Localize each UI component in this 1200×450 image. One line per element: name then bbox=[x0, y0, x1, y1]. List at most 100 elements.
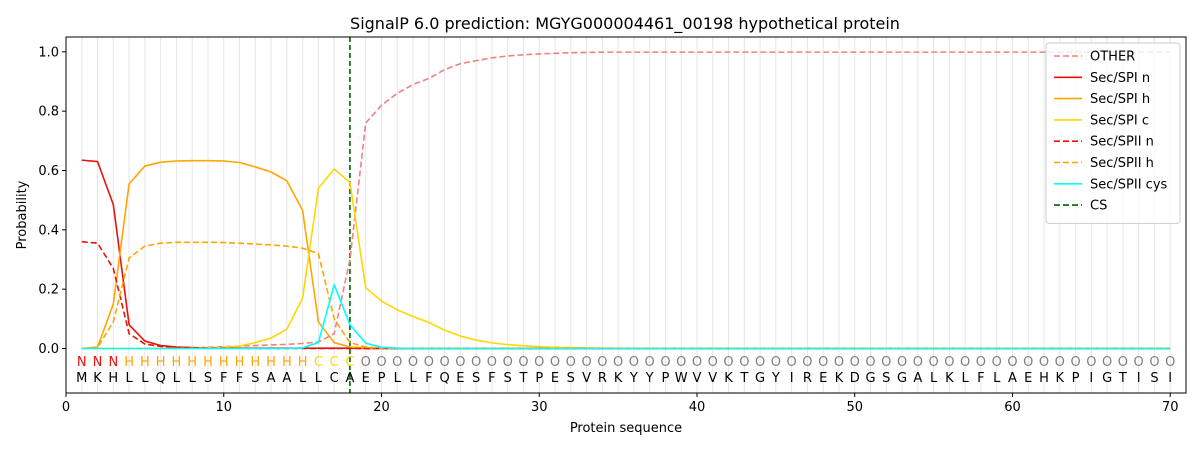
series-line-other bbox=[81, 51, 1171, 350]
residue-label: L bbox=[930, 371, 938, 386]
legend-entry: Sec/SPII cys bbox=[1090, 177, 1168, 192]
residue-label: F bbox=[488, 371, 495, 386]
residue-label: A bbox=[1008, 371, 1017, 386]
residue-label: I bbox=[1168, 371, 1172, 386]
residue-label: L bbox=[141, 371, 149, 386]
residue-label: Q bbox=[156, 371, 166, 386]
region-label: O bbox=[692, 355, 702, 370]
region-label: H bbox=[124, 355, 134, 370]
x-tick-label: 20 bbox=[373, 400, 390, 415]
residue-label: S bbox=[204, 371, 212, 386]
series-line-sec-spi-h bbox=[81, 159, 1171, 350]
residue-label: C bbox=[330, 371, 339, 386]
residue-label: L bbox=[299, 371, 307, 386]
region-label: O bbox=[865, 355, 875, 370]
legend: OTHER Sec/SPI n Sec/SPI h Sec/SPI c Sec/SPII… bbox=[1045, 42, 1181, 224]
region-label: O bbox=[1039, 355, 1049, 370]
region-label: O bbox=[739, 355, 749, 370]
region-label: H bbox=[282, 355, 292, 370]
region-label: O bbox=[928, 355, 938, 370]
region-label: O bbox=[660, 355, 670, 370]
residue-label: E bbox=[1024, 371, 1032, 386]
region-label: H bbox=[298, 355, 308, 370]
region-label: O bbox=[408, 355, 418, 370]
region-label: O bbox=[455, 355, 465, 370]
residue-label: S bbox=[251, 371, 259, 386]
residue-label: S bbox=[1150, 371, 1158, 386]
legend-entry: Sec/SPI n bbox=[1090, 71, 1150, 86]
region-label: O bbox=[1102, 355, 1112, 370]
residue-label: A bbox=[267, 371, 276, 386]
region-label: H bbox=[187, 355, 197, 370]
region-label: O bbox=[850, 355, 860, 370]
region-label: O bbox=[613, 355, 623, 370]
x-tick-label: 60 bbox=[1004, 400, 1021, 415]
region-label: O bbox=[566, 355, 576, 370]
region-label: H bbox=[235, 355, 245, 370]
x-tick-label: 30 bbox=[531, 400, 548, 415]
residue-label: S bbox=[882, 371, 890, 386]
residue-label: K bbox=[724, 371, 733, 386]
sequence-labels: NMNKNHHLHLHQHLHLHSHFHFHSHAHAHLCLCCCAOEOP… bbox=[76, 355, 1175, 386]
region-label: O bbox=[944, 355, 954, 370]
legend-entry: Sec/SPII n bbox=[1090, 135, 1154, 150]
residue-label: K bbox=[835, 371, 844, 386]
residue-label: T bbox=[518, 371, 527, 386]
region-label: O bbox=[629, 355, 639, 370]
residue-label: T bbox=[739, 371, 748, 386]
region-label: H bbox=[140, 355, 150, 370]
residue-label: A bbox=[345, 371, 354, 386]
residue-label: K bbox=[1056, 371, 1065, 386]
series-line-sec-spii-h bbox=[81, 241, 1171, 350]
legend-entry: Sec/SPI c bbox=[1090, 113, 1149, 128]
x-axis-label: Protein sequence bbox=[570, 421, 682, 436]
residue-label: V bbox=[708, 371, 717, 386]
region-label: O bbox=[897, 355, 907, 370]
residue-label: I bbox=[1089, 371, 1093, 386]
series-line-sec-spii-cys bbox=[81, 283, 1171, 350]
vertical-gridlines bbox=[81, 37, 1171, 393]
legend-entry: OTHER bbox=[1090, 50, 1135, 65]
residue-label: T bbox=[1118, 371, 1127, 386]
y-tick-label: 0.8 bbox=[38, 105, 59, 120]
region-label: C bbox=[314, 355, 323, 370]
residue-label: E bbox=[362, 371, 370, 386]
region-label: O bbox=[771, 355, 781, 370]
region-label: O bbox=[471, 355, 481, 370]
residue-label: K bbox=[945, 371, 954, 386]
region-label: C bbox=[345, 355, 354, 370]
series-line-sec-spii-n bbox=[81, 240, 1171, 350]
residue-label: P bbox=[1072, 371, 1080, 386]
region-label: O bbox=[1118, 355, 1128, 370]
region-label: O bbox=[534, 355, 544, 370]
region-label: O bbox=[992, 355, 1002, 370]
residue-label: I bbox=[790, 371, 794, 386]
y-tick-label: 0.2 bbox=[38, 283, 59, 298]
region-label: C bbox=[330, 355, 339, 370]
residue-label: R bbox=[598, 371, 607, 386]
region-label: O bbox=[676, 355, 686, 370]
series-line-sec-spi-n bbox=[81, 159, 1171, 350]
residue-label: M bbox=[76, 371, 87, 386]
region-label: O bbox=[960, 355, 970, 370]
residue-label: E bbox=[456, 371, 464, 386]
residue-label: G bbox=[755, 371, 765, 386]
residue-label: K bbox=[93, 371, 102, 386]
region-label: O bbox=[518, 355, 528, 370]
residue-label: A bbox=[913, 371, 922, 386]
region-label: H bbox=[203, 355, 213, 370]
x-tick-label: 70 bbox=[1162, 400, 1179, 415]
residue-label: L bbox=[962, 371, 970, 386]
residue-label: P bbox=[535, 371, 543, 386]
residue-label: G bbox=[897, 371, 907, 386]
region-label: O bbox=[708, 355, 718, 370]
region-label: O bbox=[597, 355, 607, 370]
region-label: O bbox=[376, 355, 386, 370]
region-label: H bbox=[250, 355, 260, 370]
residue-label: L bbox=[315, 371, 323, 386]
residue-label: V bbox=[582, 371, 591, 386]
chart-title: SignalP 6.0 prediction: MGYG000004461_00… bbox=[350, 14, 900, 34]
region-label: O bbox=[1165, 355, 1175, 370]
residue-label: F bbox=[236, 371, 243, 386]
